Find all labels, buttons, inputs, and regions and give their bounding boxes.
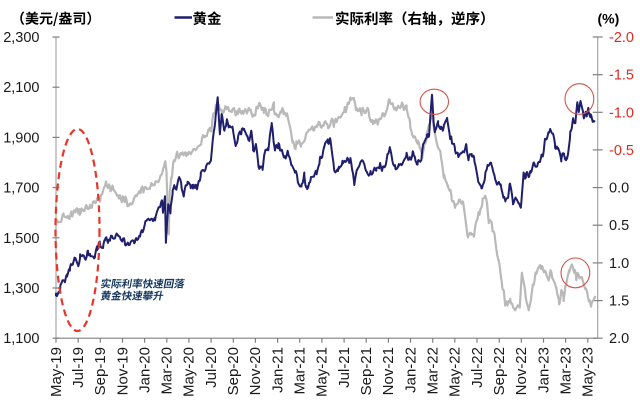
svg-text:1.0: 1.0 — [609, 256, 629, 272]
svg-text:May-20: May-20 — [181, 347, 198, 397]
svg-text:Mar-21: Mar-21 — [292, 347, 309, 395]
svg-text:2,300: 2,300 — [3, 30, 39, 46]
svg-text:Jan-22: Jan-22 — [402, 347, 419, 393]
svg-text:1,900: 1,900 — [3, 130, 39, 146]
svg-text:-0.5: -0.5 — [609, 143, 634, 159]
svg-text:Sep-19: Sep-19 — [92, 347, 109, 395]
svg-text:0.0: 0.0 — [609, 181, 629, 197]
svg-text:May-21: May-21 — [314, 347, 331, 397]
svg-text:Nov-19: Nov-19 — [114, 347, 131, 395]
svg-text:Mar-20: Mar-20 — [159, 347, 176, 395]
svg-text:Mar-23: Mar-23 — [557, 347, 574, 395]
svg-text:2,100: 2,100 — [3, 80, 39, 96]
svg-text:-1.0: -1.0 — [609, 105, 634, 121]
svg-text:Jul-22: Jul-22 — [469, 347, 486, 388]
svg-text:(%): (%) — [598, 11, 620, 27]
svg-text:Sep-20: Sep-20 — [225, 347, 242, 395]
svg-text:1.5: 1.5 — [609, 294, 629, 310]
svg-text:Jul-20: Jul-20 — [203, 347, 220, 388]
svg-text:-1.5: -1.5 — [609, 68, 634, 84]
svg-text:Mar-22: Mar-22 — [425, 347, 442, 395]
svg-text:May-22: May-22 — [447, 347, 464, 397]
svg-text:0.5: 0.5 — [609, 218, 629, 234]
svg-text:Sep-22: Sep-22 — [491, 347, 508, 395]
svg-text:Sep-21: Sep-21 — [358, 347, 375, 395]
svg-text:May-23: May-23 — [580, 347, 597, 397]
svg-text:May-19: May-19 — [48, 347, 65, 397]
svg-text:-2.0: -2.0 — [609, 30, 634, 46]
svg-text:Jan-23: Jan-23 — [535, 347, 552, 393]
svg-text:Nov-20: Nov-20 — [247, 347, 264, 395]
svg-text:1,700: 1,700 — [3, 181, 39, 197]
svg-text:Jul-19: Jul-19 — [70, 347, 87, 388]
svg-text:Nov-21: Nov-21 — [380, 347, 397, 395]
svg-text:1,300: 1,300 — [3, 281, 39, 297]
svg-text:1,500: 1,500 — [3, 231, 39, 247]
svg-text:Jan-20: Jan-20 — [136, 347, 153, 393]
svg-text:1,100: 1,100 — [3, 331, 39, 347]
svg-text:Jan-21: Jan-21 — [269, 347, 286, 393]
svg-text:2.0: 2.0 — [609, 331, 629, 347]
svg-text:Nov-22: Nov-22 — [513, 347, 530, 395]
svg-text:Jul-21: Jul-21 — [336, 347, 353, 388]
